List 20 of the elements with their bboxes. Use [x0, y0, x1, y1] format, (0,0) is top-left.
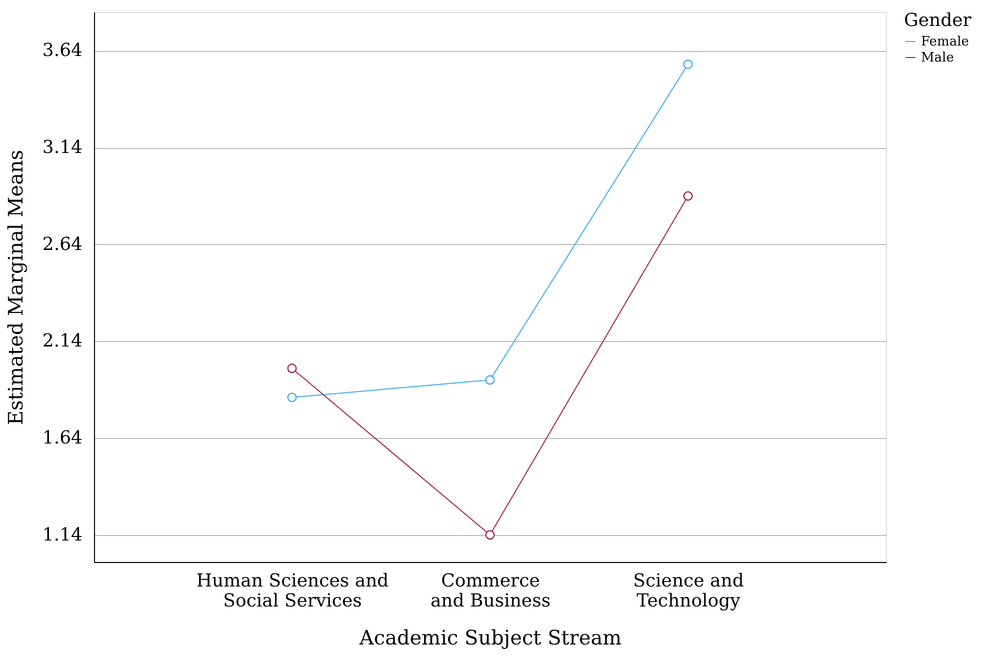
y-tick-label: 3.14 — [42, 137, 82, 158]
y-tick-label: 1.14 — [42, 524, 82, 546]
y-tick-label: 2.64 — [42, 234, 82, 255]
y-tick-label: 3.64 — [42, 40, 82, 62]
x-tick-label: Commerce and Business — [430, 570, 551, 612]
point — [287, 364, 297, 374]
y-axis-title: Estimated Marginal Means — [3, 150, 28, 426]
point — [485, 375, 495, 385]
legend-label: Male — [921, 50, 954, 66]
x-axis-title: Academic Subject Stream — [358, 626, 622, 650]
x-tick-label: Human Sciences and Social Services — [196, 570, 389, 612]
y-tick-label: 2.14 — [42, 330, 82, 352]
point — [287, 392, 297, 402]
point — [683, 191, 693, 201]
point — [485, 530, 495, 540]
legend-label: Female — [921, 34, 970, 50]
legend-title: Gender — [904, 10, 972, 31]
point — [683, 60, 693, 70]
y-tick-label: 1.64 — [42, 428, 82, 449]
x-tick-label: Science and Technology — [633, 570, 744, 612]
